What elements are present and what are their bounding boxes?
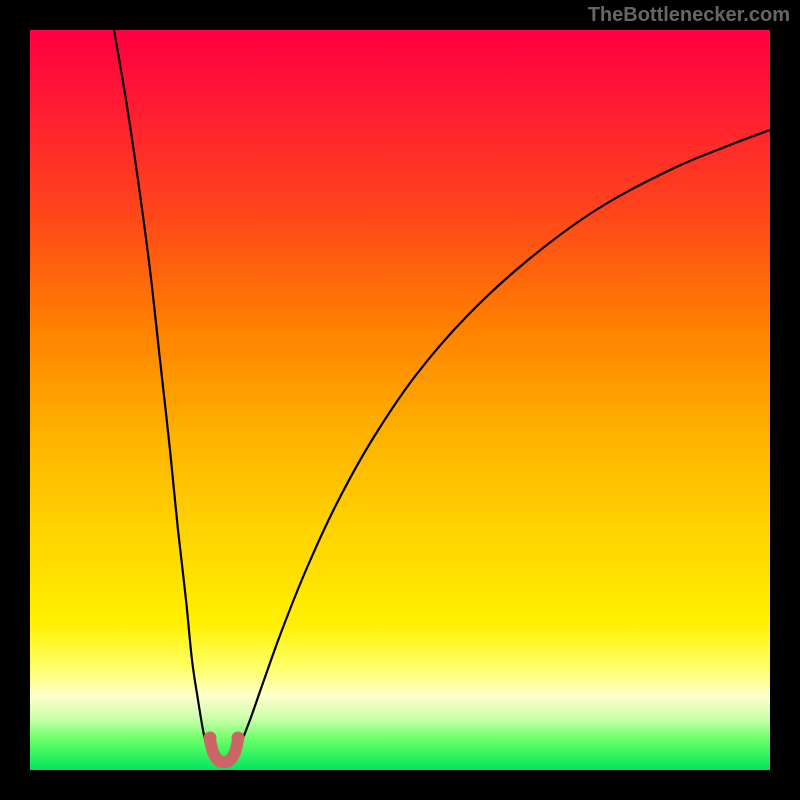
bottleneck-chart xyxy=(0,0,800,800)
bottom-marker-dot-left xyxy=(204,732,217,745)
bottom-marker-dot-right xyxy=(232,732,245,745)
chart-container: { "watermark": { "text": "TheBottlenecke… xyxy=(0,0,800,800)
plot-area-gradient xyxy=(30,30,770,770)
